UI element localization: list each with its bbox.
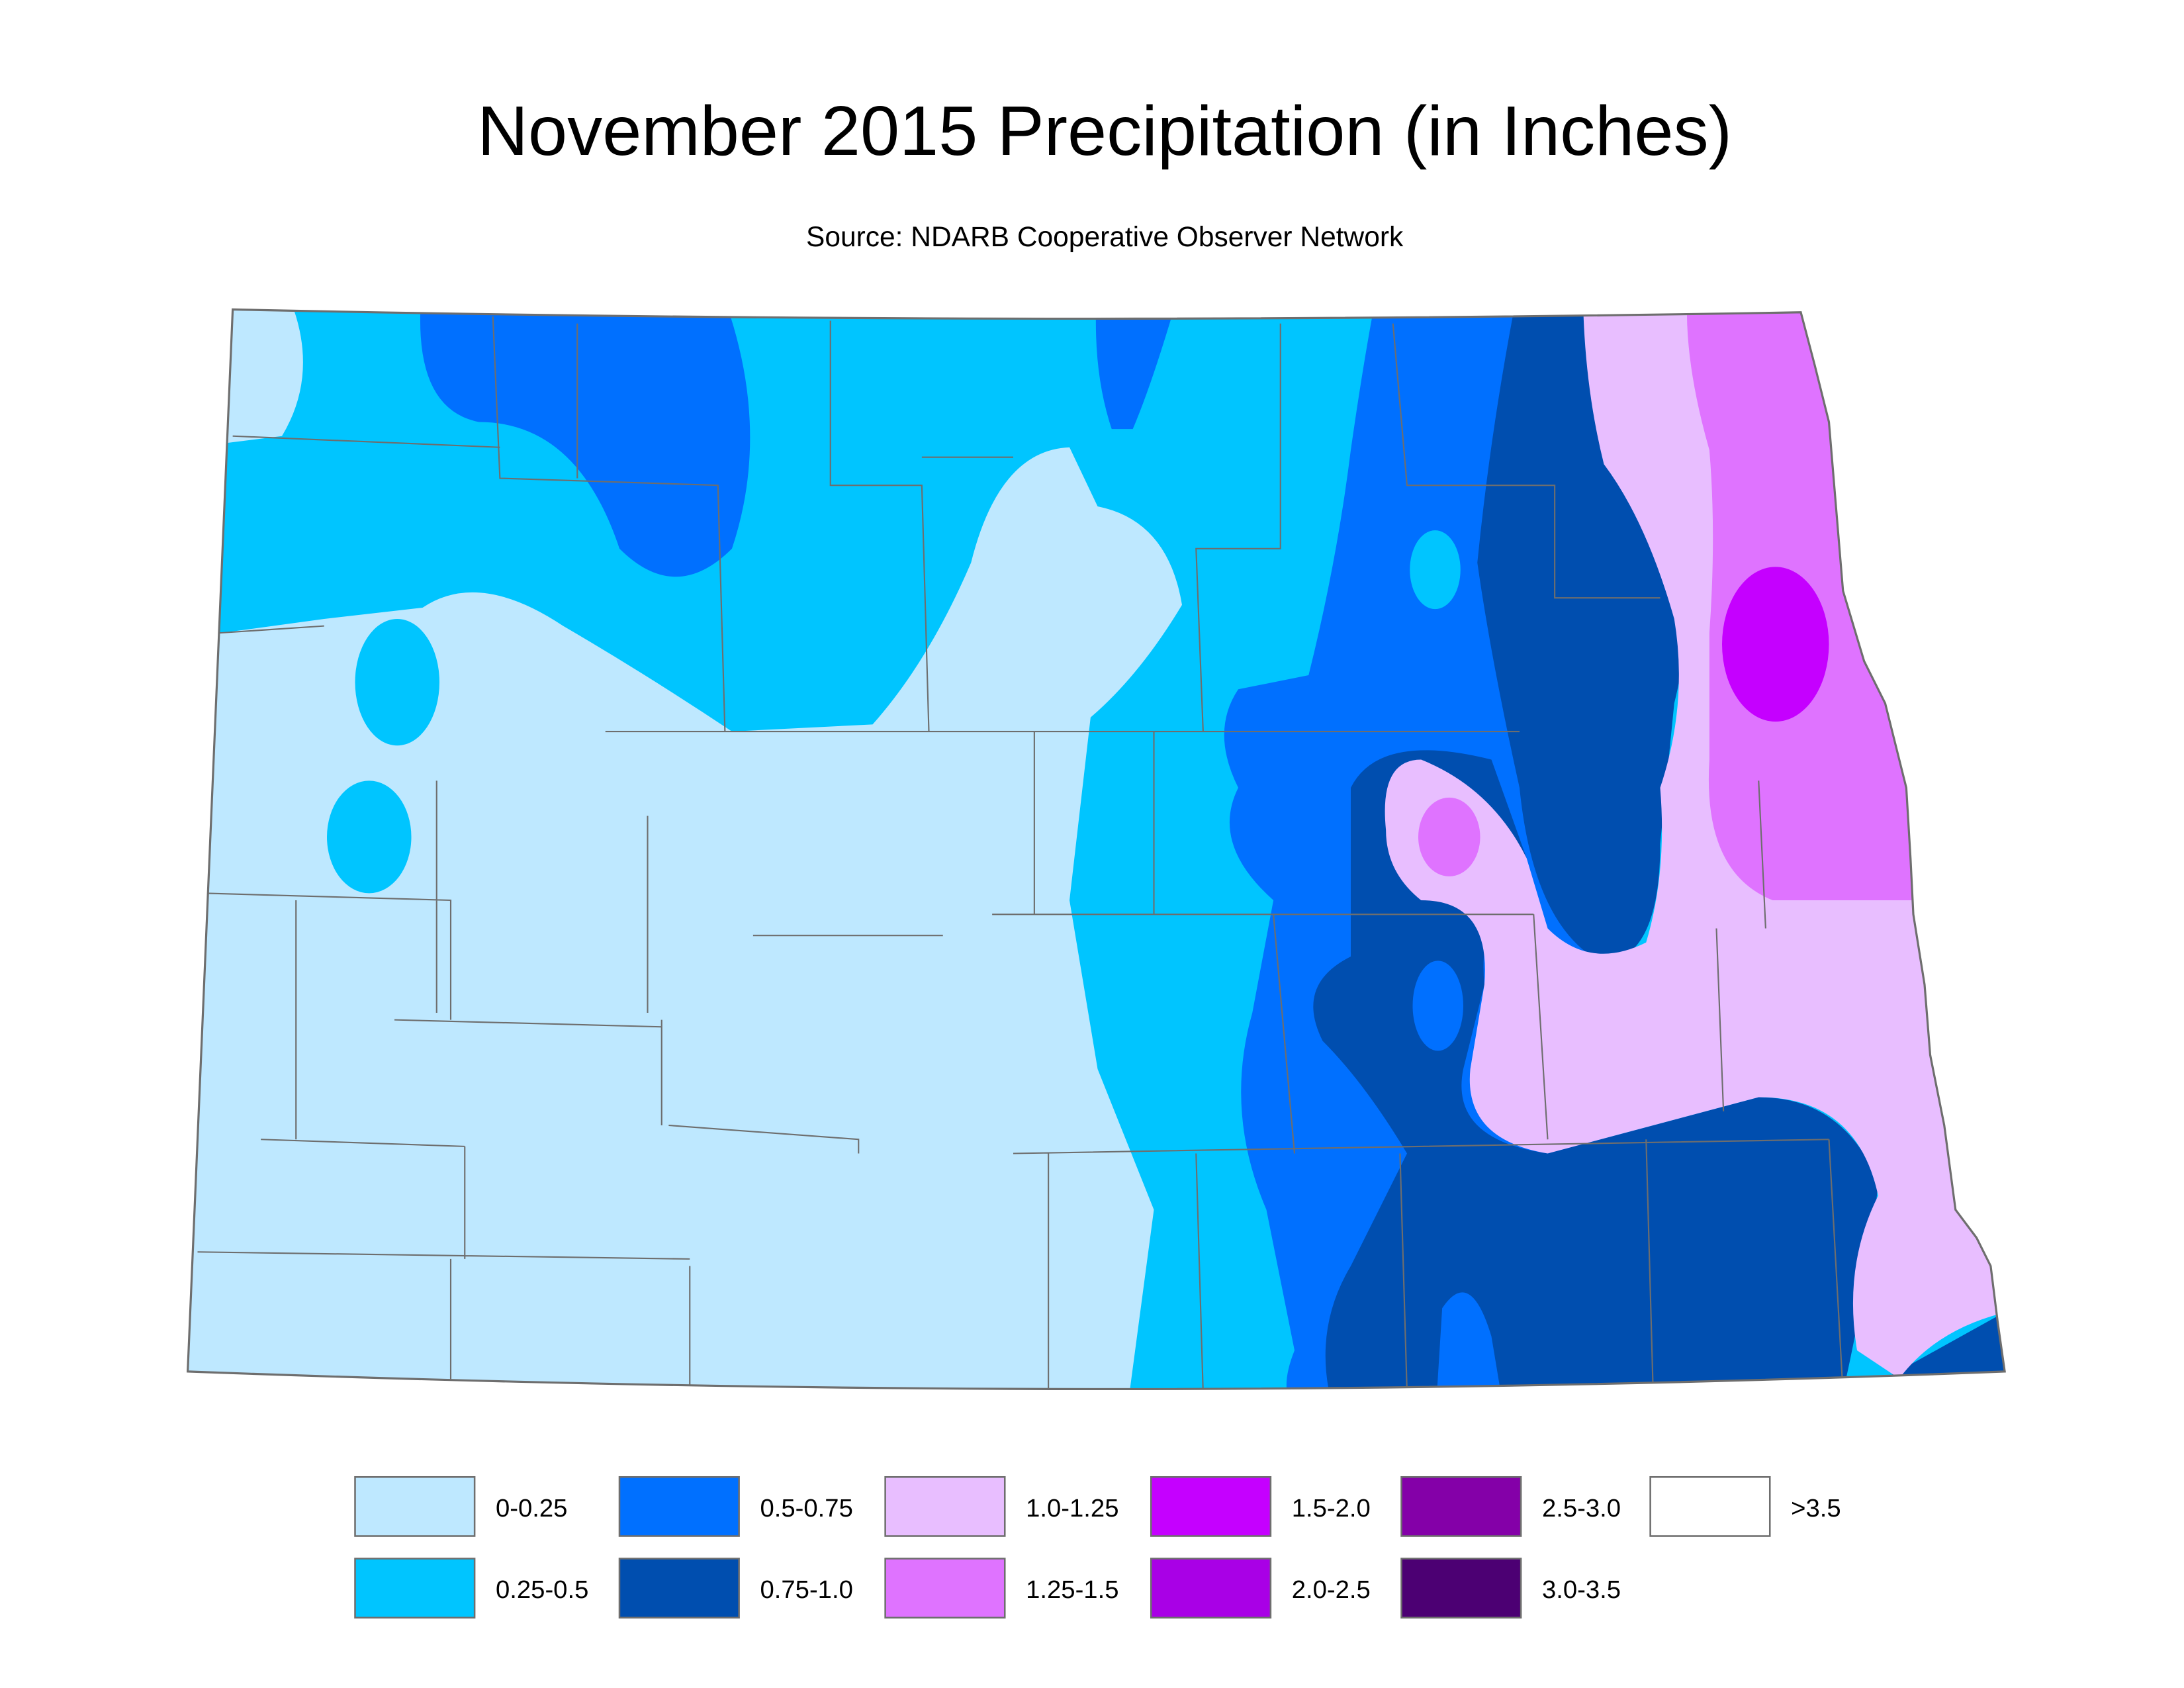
legend-label: 1.5-2.0 [1292,1494,1371,1523]
legend-label: 0.5-0.75 [760,1494,853,1523]
legend-swatch [618,1476,740,1537]
map-subtitle: Source: NDARB Cooperative Observer Netwo… [806,222,1404,253]
region [327,780,412,894]
precipitation-map [187,309,2005,1389]
map-title: November 2015 Precipitation (in Inches) [477,91,1732,170]
legend-label: >3.5 [1791,1494,1841,1523]
legend-swatch [1400,1558,1522,1619]
legend-label: 0.75-1.0 [760,1575,853,1604]
region [1722,567,1829,722]
legend-swatch [1150,1558,1272,1619]
legend-label: 0.25-0.5 [496,1575,588,1604]
legend-swatch [884,1476,1006,1537]
legend-swatch [884,1558,1006,1619]
legend-label: 2.5-3.0 [1542,1494,1621,1523]
region [187,309,303,450]
legend: 0-0.25 0.25-0.5 0.5-0.75 0.75-1.0 1.0-1.25 1.… [354,1476,1841,1619]
region [1410,530,1461,610]
region [1313,750,1878,1389]
legend-swatch [354,1476,476,1537]
region [1418,797,1480,876]
legend-label: 2.0-2.5 [1292,1575,1371,1604]
legend-swatch [1400,1476,1522,1537]
legend-swatch [354,1558,476,1619]
legend-label: 1.25-1.5 [1026,1575,1118,1604]
region [1477,309,1686,964]
region [1412,961,1463,1051]
legend-swatch [1150,1476,1272,1537]
legend-swatch [618,1558,740,1619]
legend-label: 1.0-1.25 [1026,1494,1118,1523]
region [355,619,439,746]
legend-label: 3.0-3.5 [1542,1575,1621,1604]
region [1871,1308,2005,1389]
region [420,309,751,577]
state-outline [186,308,2006,1391]
legend-label: 0-0.25 [496,1494,567,1523]
legend-swatch [1649,1476,1771,1537]
